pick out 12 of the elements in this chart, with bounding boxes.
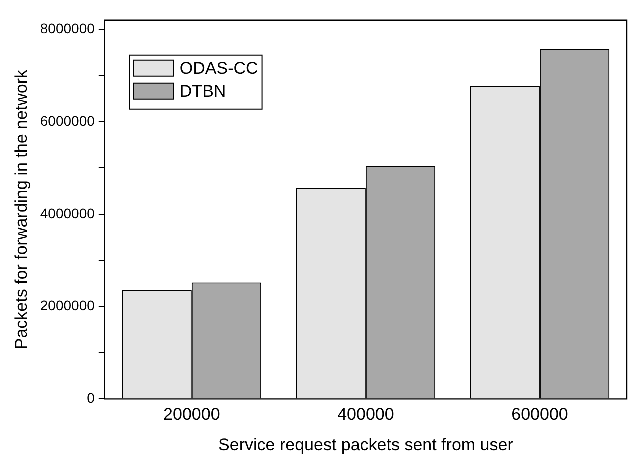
- legend-label: ODAS-CC: [180, 59, 258, 78]
- y-tick-label: 0: [87, 390, 96, 406]
- y-tick-label: 2000000: [40, 298, 96, 314]
- x-tick-label: 400000: [338, 405, 394, 424]
- y-axis-title: Packets for forwarding in the network: [12, 69, 31, 350]
- y-tick-label: 6000000: [40, 112, 96, 129]
- y-tick-label: 4000000: [40, 205, 96, 222]
- x-axis-title: Service request packets sent from user: [218, 435, 514, 454]
- x-tick-label: 200000: [164, 405, 220, 424]
- y-tick-label: 8000000: [40, 20, 96, 36]
- x-tick-label: 600000: [512, 405, 568, 424]
- legend-label: DTBN: [180, 82, 226, 102]
